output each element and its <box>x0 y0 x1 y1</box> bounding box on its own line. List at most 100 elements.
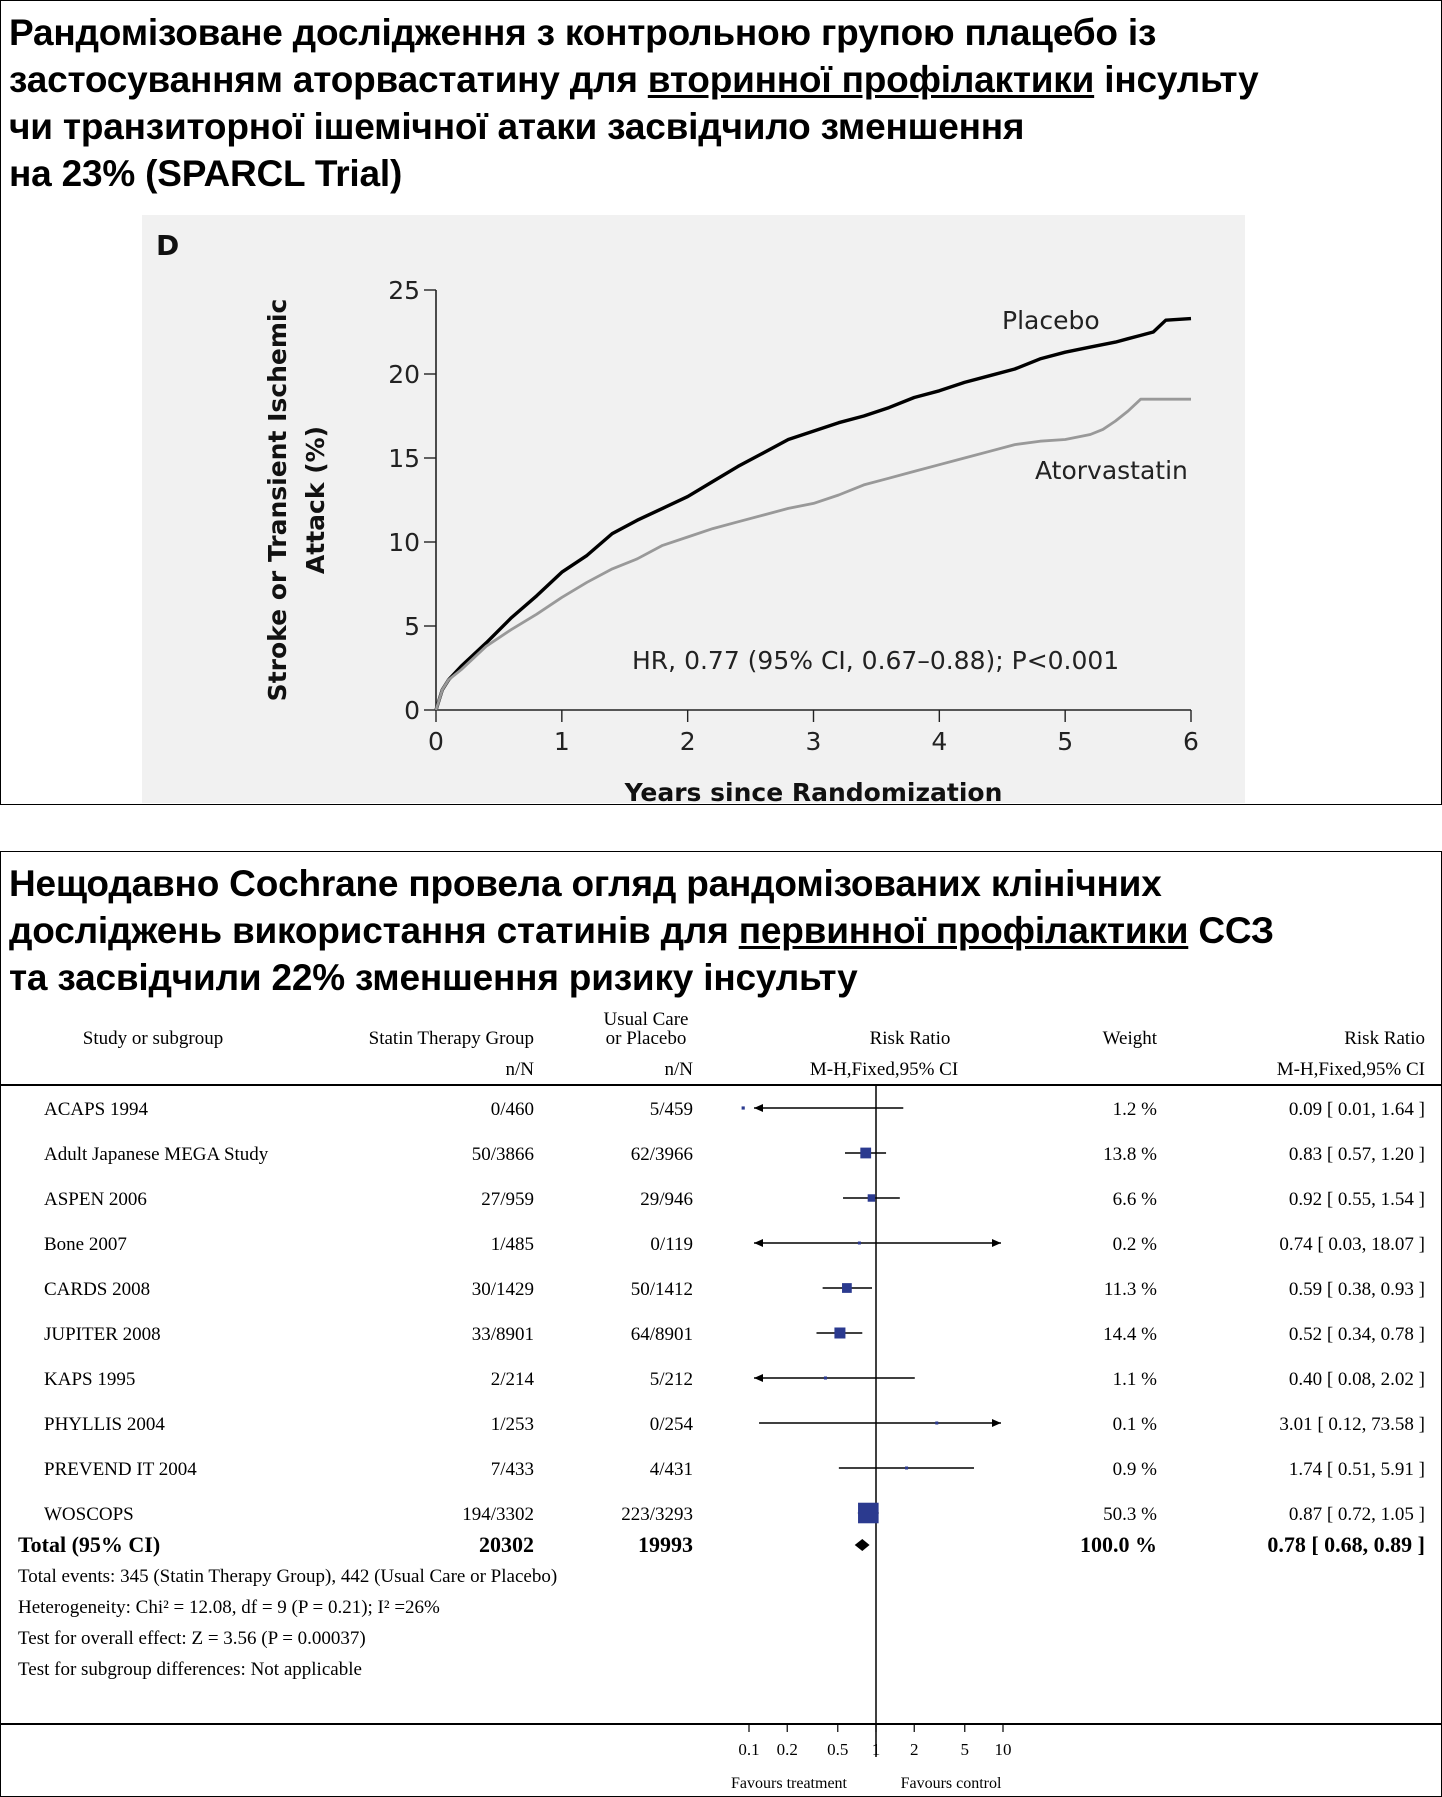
risk-ratio-value: 0.40 [ 0.08, 2.02 ] <box>1289 1369 1425 1390</box>
total-usual: 19993 <box>638 1532 693 1557</box>
x-tick-label: 5 <box>961 1740 970 1759</box>
x-tick-label: 3 <box>806 727 822 756</box>
weight-value: 14.4 % <box>1103 1324 1157 1345</box>
bottom-panel-title: Нещодавно Cochrane провела огляд рандомі… <box>9 860 1433 1001</box>
weight-value: 0.2 % <box>1113 1234 1158 1255</box>
statin-count: 2/214 <box>491 1369 535 1390</box>
header-statin: Statin Therapy Group <box>369 1028 534 1049</box>
usual-count: 223/3293 <box>621 1504 693 1525</box>
risk-ratio-value: 0.52 [ 0.34, 0.78 ] <box>1289 1324 1425 1345</box>
study-name: PHYLLIS 2004 <box>44 1414 165 1435</box>
usual-count: 29/946 <box>640 1189 693 1210</box>
underlined-phrase: первинної профілактики <box>738 910 1189 951</box>
study-name: KAPS 1995 <box>44 1369 135 1390</box>
footnote: Heterogeneity: Chi² = 12.08, df = 9 (P =… <box>18 1597 440 1618</box>
usual-count: 4/431 <box>650 1459 693 1480</box>
statin-count: 30/1429 <box>472 1279 534 1300</box>
header-risk-ratio: Risk Ratio <box>870 1028 951 1049</box>
subheader-risk-ratio: M-H,Fixed,95% CI <box>810 1059 958 1080</box>
y-tick-label: 20 <box>388 360 420 389</box>
header-study: Study or subgroup <box>83 1028 223 1049</box>
study-name: Adult Japanese MEGA Study <box>44 1144 269 1165</box>
header-usual-line1: Usual Care <box>604 1009 689 1030</box>
risk-ratio-value: 0.59 [ 0.38, 0.93 ] <box>1289 1279 1425 1300</box>
ci-arrow-left <box>754 1239 763 1247</box>
top-panel-title: Рандомізоване дослідження з контрольною … <box>9 9 1433 197</box>
risk-ratio-value: 3.01 [ 0.12, 73.58 ] <box>1279 1414 1425 1435</box>
y-tick-label: 5 <box>404 612 420 641</box>
title-line: застосуванням аторвастатину для вторинно… <box>9 59 1259 100</box>
weight-value: 50.3 % <box>1103 1504 1157 1525</box>
weight-value: 0.9 % <box>1113 1459 1158 1480</box>
subheader-usual: n/N <box>665 1059 694 1080</box>
x-tick-label: 1 <box>872 1740 881 1759</box>
effect-marker <box>823 1376 827 1380</box>
y-axis-title-line2: Attack (%) <box>301 426 330 574</box>
title-line: чи транзиторної ішемічної атаки засвідчи… <box>9 106 1025 147</box>
usual-count: 0/119 <box>650 1234 693 1255</box>
y-tick-label: 15 <box>388 444 420 473</box>
footnote: Total events: 345 (Statin Therapy Group)… <box>18 1566 557 1587</box>
x-axis-title: Years since Randomization <box>624 778 1003 803</box>
y-tick-label: 0 <box>404 696 420 725</box>
effect-marker <box>905 1466 909 1470</box>
weight-value: 6.6 % <box>1113 1189 1158 1210</box>
header-weight: Weight <box>1103 1028 1158 1049</box>
header-usual-line2: or Placebo <box>606 1028 687 1049</box>
header-risk-ratio-ci: Risk Ratio <box>1344 1028 1425 1049</box>
top-panel: Рандомізоване дослідження з контрольною … <box>0 0 1442 805</box>
x-tick-label: 0.2 <box>777 1740 798 1759</box>
risk-ratio-value: 0.83 [ 0.57, 1.20 ] <box>1289 1144 1425 1165</box>
statin-count: 7/433 <box>491 1459 534 1480</box>
total-risk-ratio: 0.78 [ 0.68, 0.89 ] <box>1267 1532 1425 1557</box>
usual-count: 64/8901 <box>631 1324 693 1345</box>
total-statin: 20302 <box>479 1532 534 1557</box>
effect-marker <box>867 1194 876 1202</box>
title-line: на 23% (SPARCL Trial) <box>9 153 403 194</box>
study-name: ASPEN 2006 <box>44 1189 147 1210</box>
effect-marker <box>857 1241 861 1245</box>
risk-ratio-value: 1.74 [ 0.51, 5.91 ] <box>1289 1459 1425 1480</box>
title-line: досліджень використання статинів для пер… <box>9 910 1274 951</box>
footnote: Test for overall effect: Z = 3.56 (P = 0… <box>18 1628 366 1649</box>
statin-count: 50/3866 <box>472 1144 534 1165</box>
ci-arrow-right <box>992 1419 1001 1427</box>
study-name: JUPITER 2008 <box>44 1324 161 1345</box>
risk-ratio-value: 0.87 [ 0.72, 1.05 ] <box>1289 1504 1425 1525</box>
footnote: Test for subgroup differences: Not appli… <box>18 1659 362 1680</box>
study-name: CARDS 2008 <box>44 1279 150 1300</box>
favours-left: Favours treatment <box>731 1775 848 1792</box>
study-name: Bone 2007 <box>44 1234 127 1255</box>
weight-value: 1.2 % <box>1113 1099 1158 1120</box>
favours-right: Favours control <box>901 1775 1002 1792</box>
panel-label: D <box>156 229 179 262</box>
statin-count: 1/485 <box>491 1234 534 1255</box>
x-tick-label: 10 <box>995 1740 1012 1759</box>
weight-value: 11.3 % <box>1104 1279 1157 1300</box>
effect-marker <box>834 1327 846 1339</box>
statin-count: 1/253 <box>491 1414 534 1435</box>
effect-marker <box>858 1502 879 1524</box>
usual-count: 50/1412 <box>631 1279 693 1300</box>
y-tick-label: 25 <box>388 276 420 305</box>
bottom-panel: Нещодавно Cochrane провела огляд рандомі… <box>0 851 1442 1797</box>
subheader-risk-ratio-ci: M-H,Fixed,95% CI <box>1277 1059 1425 1080</box>
x-tick-label: 0 <box>428 727 444 756</box>
weight-value: 13.8 % <box>1103 1144 1157 1165</box>
usual-count: 62/3966 <box>631 1144 693 1165</box>
title-line: Рандомізоване дослідження з контрольною … <box>9 12 1157 53</box>
series-label-placebo: Placebo <box>1002 306 1100 335</box>
x-tick-label: 1 <box>554 727 570 756</box>
km-chart-area: D 0 5 10 15 20 25 0 1 2 3 4 5 6 Years since Randomizat… <box>142 215 1245 803</box>
study-name: ACAPS 1994 <box>44 1099 148 1120</box>
x-tick-label: 5 <box>1057 727 1073 756</box>
effect-marker <box>741 1106 745 1110</box>
study-name: WOSCOPS <box>44 1504 134 1525</box>
total-weight: 100.0 % <box>1080 1532 1157 1557</box>
usual-count: 5/459 <box>650 1099 693 1120</box>
series-line-placebo <box>434 316 1192 711</box>
x-tick-label: 2 <box>680 727 696 756</box>
effect-marker <box>860 1147 872 1159</box>
risk-ratio-value: 0.74 [ 0.03, 18.07 ] <box>1279 1234 1425 1255</box>
statin-count: 194/3302 <box>462 1504 534 1525</box>
